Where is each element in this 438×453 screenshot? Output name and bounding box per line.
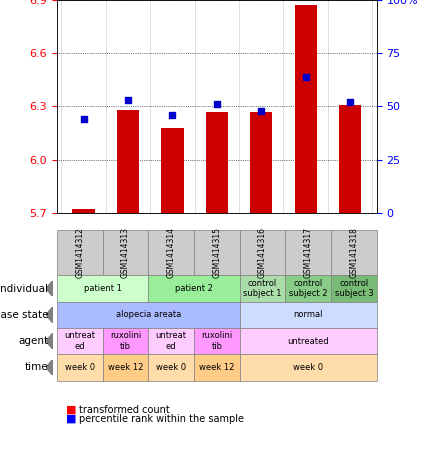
Point xyxy=(213,101,220,108)
Text: control
subject 3: control subject 3 xyxy=(335,279,373,298)
Bar xyxy=(250,112,272,213)
Text: control
subject 1: control subject 1 xyxy=(243,279,282,298)
Text: ruxolini
tib: ruxolini tib xyxy=(110,332,141,351)
Bar xyxy=(206,112,228,213)
Text: GSM1414317: GSM1414317 xyxy=(304,227,313,278)
Text: GSM1414316: GSM1414316 xyxy=(258,227,267,278)
Text: week 0: week 0 xyxy=(156,363,186,372)
Text: percentile rank within the sample: percentile rank within the sample xyxy=(79,414,244,424)
Text: week 12: week 12 xyxy=(108,363,143,372)
Polygon shape xyxy=(46,307,53,323)
Text: GSM1414312: GSM1414312 xyxy=(75,227,84,278)
Bar xyxy=(72,209,95,213)
Text: GSM1414318: GSM1414318 xyxy=(350,227,358,278)
Text: GSM1414315: GSM1414315 xyxy=(212,227,221,278)
Text: patient 2: patient 2 xyxy=(175,284,213,293)
Polygon shape xyxy=(46,360,53,375)
Text: week 0: week 0 xyxy=(65,363,95,372)
Text: time: time xyxy=(25,362,48,372)
Text: week 12: week 12 xyxy=(199,363,234,372)
Text: ■: ■ xyxy=(66,405,76,415)
Text: alopecia areata: alopecia areata xyxy=(116,310,181,319)
Point xyxy=(346,99,353,106)
Point xyxy=(302,73,309,80)
Text: week 0: week 0 xyxy=(293,363,323,372)
Polygon shape xyxy=(46,281,53,296)
Bar xyxy=(339,105,361,213)
Point xyxy=(80,116,87,123)
Text: agent: agent xyxy=(18,336,48,346)
Text: normal: normal xyxy=(293,310,323,319)
Text: control
subject 2: control subject 2 xyxy=(289,279,328,298)
Text: untreated: untreated xyxy=(287,337,329,346)
Text: transformed count: transformed count xyxy=(79,405,170,415)
Text: untreat
ed: untreat ed xyxy=(155,332,187,351)
Bar xyxy=(294,5,317,213)
Point xyxy=(258,107,265,114)
Text: untreat
ed: untreat ed xyxy=(64,332,95,351)
Text: ■: ■ xyxy=(66,414,76,424)
Text: patient 1: patient 1 xyxy=(84,284,122,293)
Point xyxy=(124,96,131,104)
Text: ruxolini
tib: ruxolini tib xyxy=(201,332,233,351)
Point xyxy=(169,111,176,119)
Text: disease state: disease state xyxy=(0,310,48,320)
Bar xyxy=(117,110,139,213)
Polygon shape xyxy=(46,333,53,349)
Text: GSM1414314: GSM1414314 xyxy=(166,227,176,278)
Text: GSM1414313: GSM1414313 xyxy=(121,227,130,278)
Text: individual: individual xyxy=(0,284,48,294)
Bar xyxy=(161,128,184,213)
